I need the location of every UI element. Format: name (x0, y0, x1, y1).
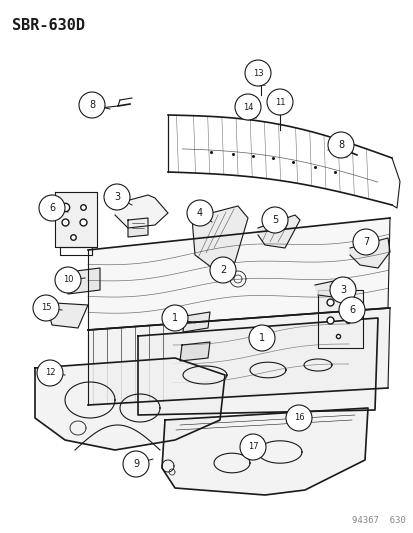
Circle shape (338, 297, 364, 323)
Circle shape (285, 405, 311, 431)
Circle shape (248, 325, 274, 351)
Circle shape (240, 434, 266, 460)
Polygon shape (138, 318, 377, 415)
Circle shape (352, 229, 378, 255)
Circle shape (55, 267, 81, 293)
Text: 7: 7 (362, 237, 368, 247)
Polygon shape (161, 408, 367, 495)
Circle shape (79, 92, 105, 118)
Text: 4: 4 (197, 208, 202, 218)
Circle shape (244, 60, 271, 86)
Text: 6: 6 (348, 305, 354, 315)
Polygon shape (257, 215, 299, 248)
Polygon shape (192, 206, 247, 270)
Text: 3: 3 (114, 192, 120, 202)
Circle shape (161, 305, 188, 331)
Text: 11: 11 (274, 98, 285, 107)
Text: 10: 10 (63, 276, 73, 285)
Circle shape (261, 207, 287, 233)
Text: 9: 9 (133, 459, 139, 469)
Circle shape (266, 89, 292, 115)
Polygon shape (115, 195, 168, 228)
Polygon shape (48, 303, 88, 328)
Text: 94367  630: 94367 630 (351, 516, 405, 525)
Text: 17: 17 (247, 442, 258, 451)
Circle shape (329, 277, 355, 303)
Circle shape (39, 195, 65, 221)
Text: 1: 1 (171, 313, 178, 323)
Text: 12: 12 (45, 368, 55, 377)
Text: 3: 3 (339, 285, 345, 295)
Polygon shape (314, 278, 354, 298)
Text: 6: 6 (49, 203, 55, 213)
Polygon shape (349, 238, 389, 268)
Polygon shape (55, 192, 97, 247)
Circle shape (327, 132, 353, 158)
Polygon shape (180, 342, 209, 361)
Text: SBR-630D: SBR-630D (12, 18, 85, 33)
Polygon shape (35, 358, 224, 450)
Text: 8: 8 (89, 100, 95, 110)
Text: 15: 15 (40, 303, 51, 312)
Circle shape (235, 94, 260, 120)
Text: 1: 1 (258, 333, 264, 343)
Circle shape (104, 184, 130, 210)
Circle shape (33, 295, 59, 321)
Text: 5: 5 (271, 215, 278, 225)
Polygon shape (128, 218, 147, 237)
Polygon shape (317, 290, 362, 348)
Circle shape (37, 360, 63, 386)
Polygon shape (68, 268, 100, 294)
Circle shape (209, 257, 235, 283)
Polygon shape (88, 218, 389, 330)
Text: 16: 16 (293, 414, 304, 423)
Polygon shape (183, 312, 209, 332)
Text: 2: 2 (219, 265, 225, 275)
Circle shape (123, 451, 149, 477)
Text: 14: 14 (242, 102, 253, 111)
Polygon shape (88, 308, 389, 405)
Circle shape (187, 200, 212, 226)
Text: 13: 13 (252, 69, 263, 77)
Text: 8: 8 (337, 140, 343, 150)
